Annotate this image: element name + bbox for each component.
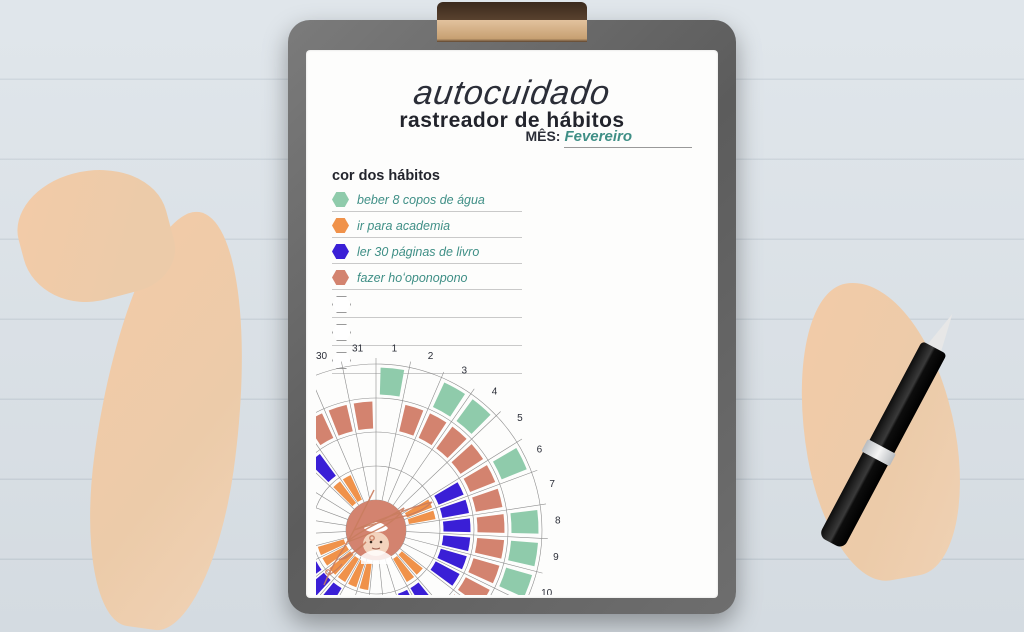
worksheet-paper: autocuidado rastreador de hábitos MÊS: F…	[306, 50, 718, 598]
month-label: MÊS:	[525, 128, 560, 144]
svg-text:9: 9	[553, 552, 559, 563]
svg-text:30: 30	[316, 351, 328, 362]
legend-hex-icon-1	[332, 218, 349, 233]
svg-text:10: 10	[541, 588, 553, 595]
legend-label-1: ir para academia	[357, 219, 450, 233]
page-title-script: autocuidado	[327, 74, 696, 113]
month-row: MÊS: Fevereiro	[525, 128, 692, 148]
legend-title: cor dos hábitos	[332, 168, 522, 184]
legend-item-3: fazer hoʻoponopono	[332, 270, 522, 290]
month-value-input[interactable]: Fevereiro	[564, 128, 692, 148]
svg-text:31: 31	[352, 344, 364, 355]
leaf-decoration-icon	[314, 480, 464, 590]
clip-top-dark	[437, 2, 587, 22]
legend-hex-icon-3	[332, 270, 349, 285]
svg-text:1: 1	[392, 344, 398, 355]
clip-bottom-light	[437, 20, 587, 42]
legend-item-1: ir para academia	[332, 218, 522, 238]
right-hand	[724, 150, 1024, 630]
pen-ring	[861, 439, 896, 466]
svg-text:8: 8	[555, 515, 561, 526]
pen-tip	[926, 310, 959, 353]
svg-text:6: 6	[537, 444, 543, 455]
left-hand	[0, 150, 300, 630]
legend-label-3: fazer hoʻoponopono	[357, 271, 468, 285]
legend-item-0: beber 8 copos de água	[332, 192, 522, 212]
legend-label-0: beber 8 copos de água	[357, 193, 485, 207]
pen-body-upper	[861, 341, 947, 469]
clipboard-clip[interactable]	[437, 2, 587, 42]
legend-item-2: ler 30 páginas de livro	[332, 244, 522, 264]
legend-label-2: ler 30 páginas de livro	[357, 245, 479, 259]
svg-text:3: 3	[462, 366, 468, 377]
svg-text:2: 2	[428, 351, 434, 362]
pen-body-lower	[818, 452, 887, 549]
clipboard: autocuidado rastreador de hábitos MÊS: F…	[288, 20, 736, 614]
legend-hex-icon-0	[332, 192, 349, 207]
svg-text:7: 7	[549, 479, 555, 490]
svg-text:4: 4	[492, 387, 498, 398]
pen	[824, 306, 968, 535]
svg-text:5: 5	[517, 413, 523, 424]
legend-hex-icon-2	[332, 244, 349, 259]
